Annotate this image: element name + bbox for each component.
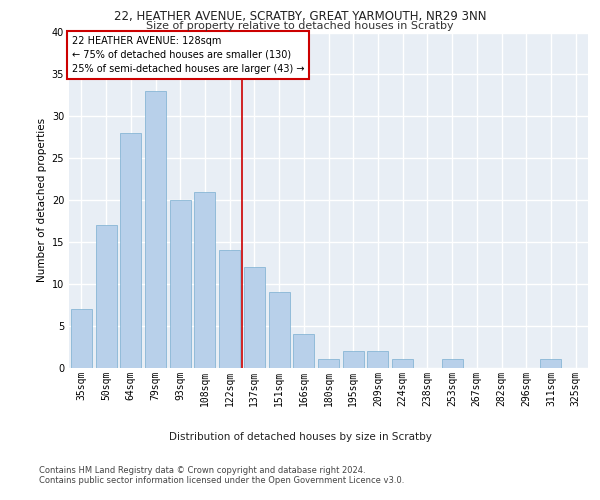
Bar: [244, 267, 265, 368]
Bar: [219, 250, 240, 368]
Bar: [541, 359, 562, 368]
Bar: [318, 359, 339, 368]
Bar: [293, 334, 314, 368]
Bar: [442, 359, 463, 368]
Bar: [269, 292, 290, 368]
Text: 22 HEATHER AVENUE: 128sqm
← 75% of detached houses are smaller (130)
25% of semi: 22 HEATHER AVENUE: 128sqm ← 75% of detac…: [71, 36, 304, 74]
Bar: [367, 351, 388, 368]
Text: Distribution of detached houses by size in Scratby: Distribution of detached houses by size …: [169, 432, 431, 442]
Bar: [95, 225, 116, 368]
Text: 22, HEATHER AVENUE, SCRATBY, GREAT YARMOUTH, NR29 3NN: 22, HEATHER AVENUE, SCRATBY, GREAT YARMO…: [114, 10, 486, 23]
Bar: [343, 351, 364, 368]
Bar: [194, 192, 215, 368]
Bar: [120, 133, 141, 368]
Y-axis label: Number of detached properties: Number of detached properties: [37, 118, 47, 282]
Text: Contains public sector information licensed under the Open Government Licence v3: Contains public sector information licen…: [39, 476, 404, 485]
Bar: [71, 309, 92, 368]
Bar: [170, 200, 191, 368]
Text: Size of property relative to detached houses in Scratby: Size of property relative to detached ho…: [146, 21, 454, 31]
Bar: [145, 91, 166, 367]
Text: Contains HM Land Registry data © Crown copyright and database right 2024.: Contains HM Land Registry data © Crown c…: [39, 466, 365, 475]
Bar: [392, 359, 413, 368]
